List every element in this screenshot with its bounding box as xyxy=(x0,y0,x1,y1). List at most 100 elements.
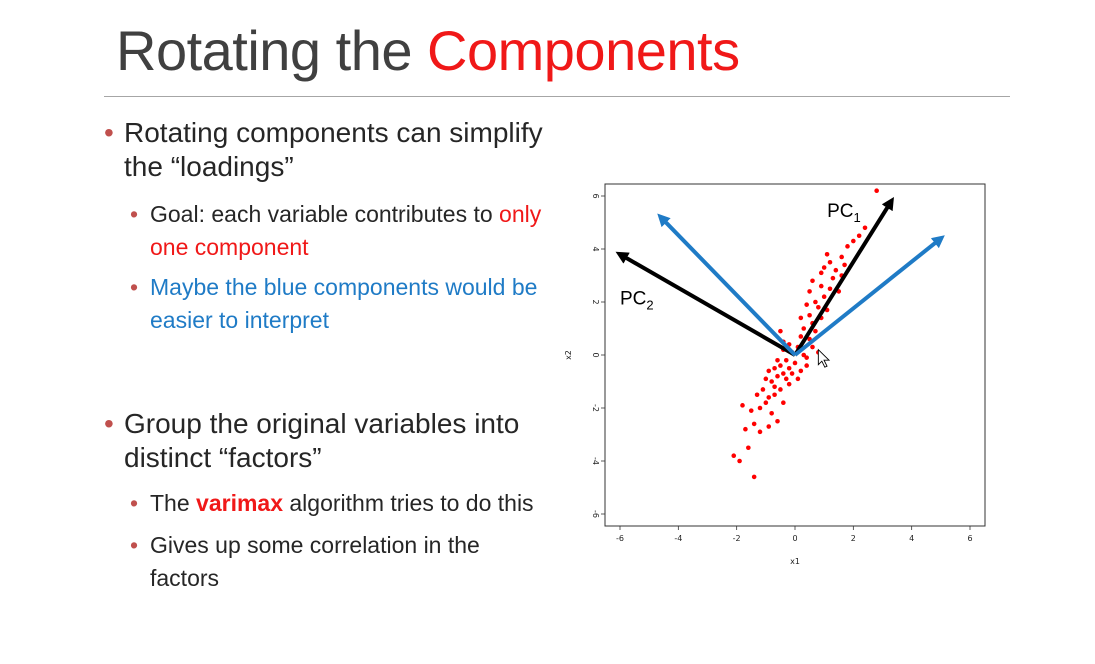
data-point xyxy=(766,368,772,374)
data-point xyxy=(801,326,807,331)
arrow-pc1 xyxy=(793,196,894,357)
data-point xyxy=(789,371,795,376)
data-point xyxy=(821,265,827,270)
data-point xyxy=(804,363,809,368)
bullet-group-variables: Group the original variables into distin… xyxy=(104,407,554,475)
data-point xyxy=(804,302,809,307)
data-point xyxy=(824,252,830,257)
sub-bullet-correlation: Gives up some correlation in the factors xyxy=(130,529,554,595)
varimax-highlight: varimax xyxy=(196,490,283,516)
data-point xyxy=(801,352,807,358)
x-axis-label: x1 xyxy=(790,557,800,566)
data-point xyxy=(781,371,786,376)
data-point xyxy=(754,392,760,398)
data-point xyxy=(766,424,772,429)
y-tick-label: -2 xyxy=(591,404,600,412)
x-tick-label: 6 xyxy=(967,534,972,543)
data-point xyxy=(740,403,745,408)
data-point xyxy=(763,376,769,382)
data-point xyxy=(769,379,774,384)
varimax-suffix: algorithm tries to do this xyxy=(283,490,534,516)
data-point xyxy=(760,387,766,392)
data-point xyxy=(772,392,777,398)
data-point xyxy=(851,238,856,244)
y-tick-label: 2 xyxy=(591,299,600,304)
data-point xyxy=(833,267,839,273)
data-point xyxy=(830,275,836,281)
data-point xyxy=(862,225,868,231)
sub-bullet-blue-components: Maybe the blue components would be easie… xyxy=(130,271,554,337)
data-point xyxy=(778,328,783,334)
pca-scatter-plot: -6 -4 -2 0 2 4 6 -6 -4 -2 0 2 4 6 x1 x2 PC1 PC2 xyxy=(564,183,986,566)
x-tick-label: 4 xyxy=(909,534,914,543)
y-tick-label: 0 xyxy=(591,352,600,357)
data-point xyxy=(795,376,801,382)
data-point xyxy=(813,299,818,305)
data-point xyxy=(783,376,789,382)
data-point xyxy=(798,315,804,321)
data-point xyxy=(737,458,742,464)
data-point xyxy=(763,400,769,405)
data-point xyxy=(751,421,757,427)
data-point xyxy=(845,244,850,249)
data-point xyxy=(839,254,844,260)
data-point xyxy=(775,418,780,424)
data-point xyxy=(751,474,757,480)
data-point xyxy=(810,278,815,284)
data-point xyxy=(757,405,763,411)
mouse-cursor-icon xyxy=(817,348,831,368)
data-point xyxy=(772,365,777,371)
label-pc2: PC2 xyxy=(620,289,654,313)
data-point xyxy=(807,312,812,318)
data-point xyxy=(775,373,780,379)
data-point xyxy=(798,334,804,339)
data-point xyxy=(786,381,792,387)
data-point xyxy=(816,305,821,310)
data-point xyxy=(842,262,847,268)
data-point xyxy=(778,387,783,392)
y-tick-label: 4 xyxy=(591,246,600,251)
varimax-prefix: The xyxy=(150,490,197,516)
data-point xyxy=(743,426,748,432)
data-point xyxy=(783,358,789,363)
data-point xyxy=(778,363,783,368)
x-tick-label: -4 xyxy=(674,534,682,543)
bullet-rotating-components: Rotating components can simplify the “lo… xyxy=(104,116,554,184)
label-pc1: PC1 xyxy=(827,201,861,225)
x-tick-label: -6 xyxy=(616,534,624,543)
data-point xyxy=(813,328,818,334)
data-point xyxy=(781,400,786,405)
data-point xyxy=(818,270,824,276)
x-tick-label: -2 xyxy=(733,534,741,543)
slide-title: Rotating the Components xyxy=(116,18,740,83)
title-divider xyxy=(104,96,1010,97)
y-tick-label: -4 xyxy=(591,457,600,465)
arrow-rotated-2 xyxy=(793,235,945,357)
data-point xyxy=(769,411,774,416)
data-point xyxy=(827,286,833,292)
data-point xyxy=(856,233,862,239)
data-point xyxy=(807,289,812,294)
title-accent-text: Components xyxy=(427,19,740,82)
x-tick-label: 0 xyxy=(792,534,797,543)
arrow-pc2 xyxy=(615,251,796,357)
bullet-list: Rotating components can simplify the “lo… xyxy=(104,116,554,595)
data-point xyxy=(731,453,737,459)
data-point xyxy=(757,429,763,435)
data-point xyxy=(748,408,754,413)
data-point xyxy=(766,395,772,400)
y-tick-label: -6 xyxy=(591,510,600,518)
title-text: Rotating the xyxy=(116,19,428,82)
y-axis-label: x2 xyxy=(564,350,573,360)
data-point xyxy=(818,283,824,289)
data-point xyxy=(804,355,809,360)
data-point xyxy=(746,445,751,451)
data-point xyxy=(874,188,879,193)
data-point xyxy=(775,358,780,363)
data-point xyxy=(810,344,815,350)
data-point xyxy=(772,384,777,390)
data-point xyxy=(827,259,833,265)
sub-bullet-varimax: The varimax algorithm tries to do this xyxy=(130,487,554,520)
data-point xyxy=(798,368,804,374)
data-point xyxy=(821,294,827,299)
